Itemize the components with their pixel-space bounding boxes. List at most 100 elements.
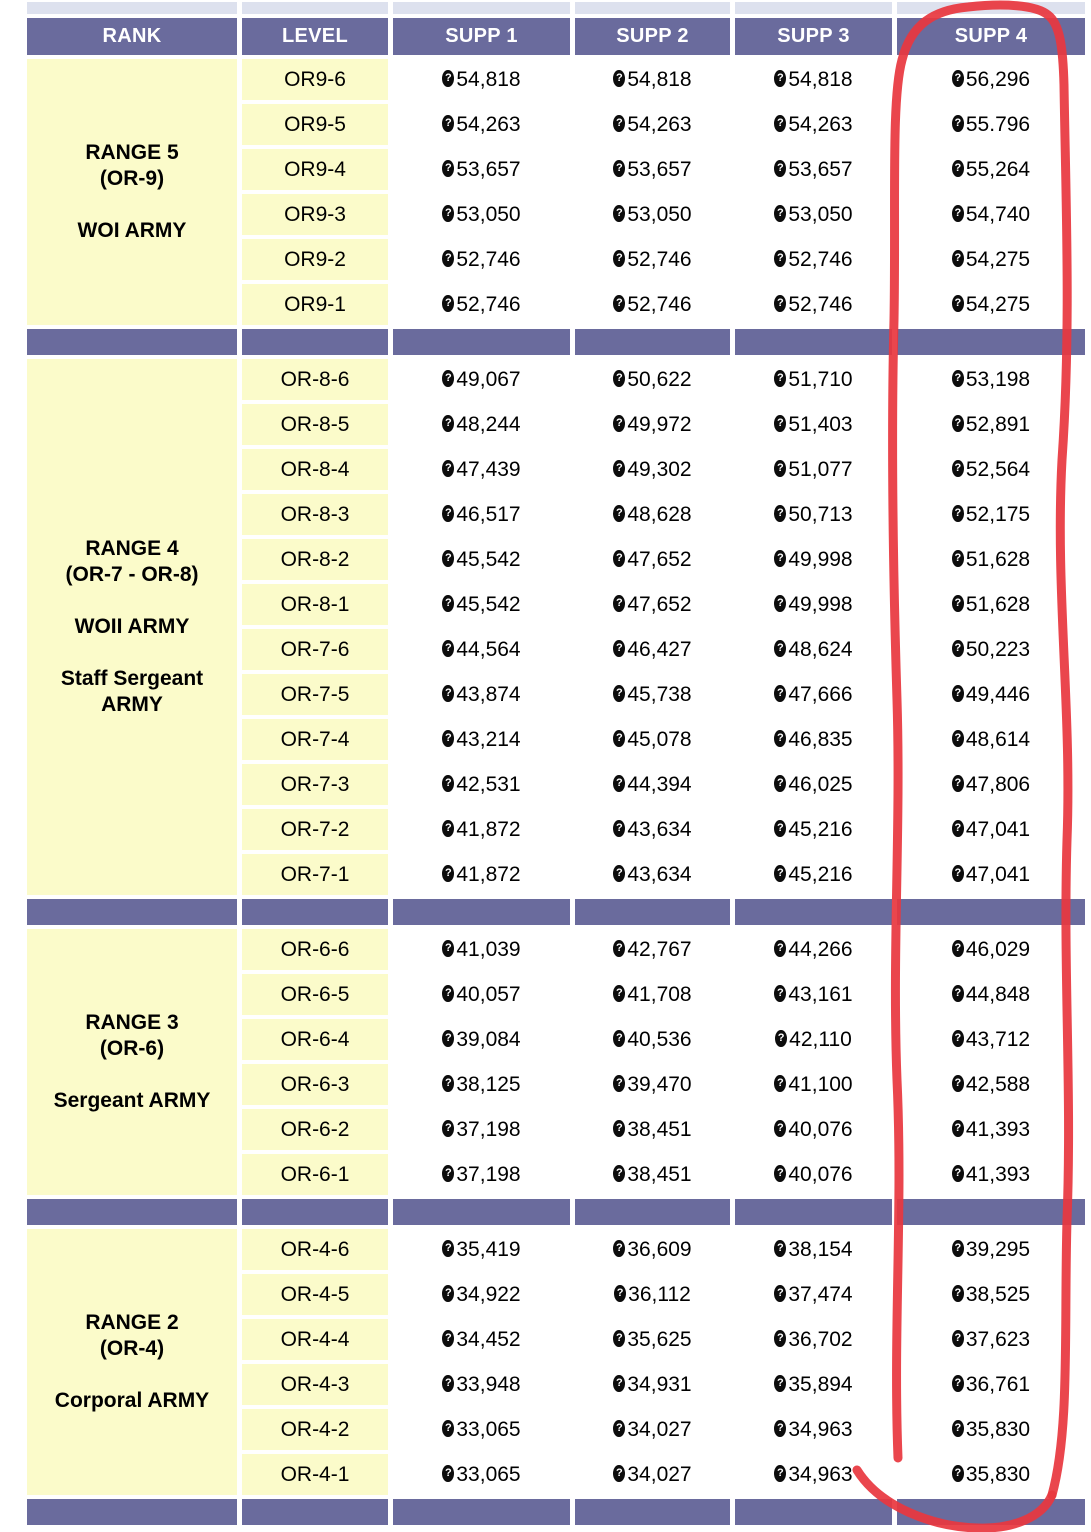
level-cell: OR-7-2 [242,809,388,850]
currency-glyph: ? [613,370,626,387]
amount-text: 41,039 [456,937,521,961]
supp1-cell: ? 54,818 [393,59,570,100]
currency-glyph: ? [442,775,455,792]
supp4-cell: ? 52,175 [897,494,1085,535]
amount-text: 47,439 [456,457,521,481]
separator-row-cell [897,899,1085,925]
currency-glyph: ? [442,1465,455,1482]
amount-text: 37,198 [456,1162,521,1186]
amount-text: 41,708 [627,982,692,1006]
currency-glyph: ? [951,640,964,657]
level-cell: OR-6-3 [242,1064,388,1105]
currency-glyph: ? [774,70,787,87]
amount-text: 50,223 [965,637,1031,661]
currency-glyph: ? [774,250,787,267]
supp3-cell: ? 47,666 [735,674,892,715]
supp2-cell: ? 47,652 [575,584,730,625]
level-cell: OR9-4 [242,149,388,190]
amount-text: 41,872 [456,817,521,841]
supp4-cell: ? 46,029 [897,929,1085,970]
currency-glyph: ? [613,985,626,1002]
supp1-cell: ? 54,263 [393,104,570,145]
amount-text: 51,710 [788,367,853,391]
amount-text: 43,214 [456,727,521,751]
level-cell: OR-4-3 [242,1364,388,1405]
level-cell: OR-4-1 [242,1454,388,1495]
currency-glyph: ? [442,1330,455,1347]
supp2-cell: ? 53,050 [575,194,730,235]
level-cell: OR-6-4 [242,1019,388,1060]
currency-glyph: ? [774,820,787,837]
level-cell: OR-4-5 [242,1274,388,1315]
supp1-cell: ? 41,039 [393,929,570,970]
separator-row-cell [897,1199,1085,1225]
level-cell: OR-4-2 [242,1409,388,1450]
supp1-cell: ? 52,746 [393,239,570,280]
amount-text: 52,891 [965,412,1031,436]
separator-row-cell [27,329,237,355]
amount-text: 53,657 [627,157,692,181]
amount-text: 47,041 [965,862,1031,886]
currency-glyph: ? [951,1240,964,1257]
amount-text: 52,746 [788,247,853,271]
separator-row-cell [735,329,892,355]
supp1-cell: ? 33,065 [393,1409,570,1450]
separator-row-cell [575,1499,730,1525]
amount-text: 49,972 [627,412,692,436]
supp2-cell: ? 52,746 [575,239,730,280]
amount-text: 46,029 [965,937,1031,961]
currency-glyph: ? [774,1420,787,1437]
level-cell: OR-7-3 [242,764,388,805]
amount-text: 34,922 [456,1282,521,1306]
supp3-cell: ? 43,161 [735,974,892,1015]
supp3-cell: ? 51,710 [735,359,892,400]
column-header-supp2: SUPP 2 [575,18,730,55]
amount-text: 52,746 [456,292,521,316]
supp2-cell: ? 54,263 [575,104,730,145]
currency-glyph: ? [442,640,455,657]
separator-row-cell [393,1199,570,1225]
supp4-cell: ? 43,712 [897,1019,1085,1060]
currency-glyph: ? [951,550,964,567]
supp3-cell: ? 51,403 [735,404,892,445]
currency-glyph: ? [774,1165,787,1182]
supp1-cell: ? 53,657 [393,149,570,190]
supp3-cell: ? 46,025 [735,764,892,805]
amount-text: 51,077 [788,457,853,481]
currency-glyph: ? [442,370,455,387]
currency-glyph: ? [442,1240,455,1257]
amount-text: 53,657 [456,157,521,181]
currency-glyph: ? [951,940,964,957]
amount-text: 42,110 [789,1027,852,1051]
amount-text: 52,564 [965,457,1031,481]
currency-glyph: ? [775,1030,788,1047]
currency-glyph: ? [442,940,455,957]
currency-glyph: ? [613,865,626,882]
level-cell: OR-8-5 [242,404,388,445]
separator-row-cell [393,329,570,355]
amount-text: 50,622 [627,367,692,391]
supp3-cell: ? 44,266 [735,929,892,970]
supp2-cell: ? 53,657 [575,149,730,190]
currency-glyph: ? [951,205,964,222]
separator-row-cell [242,329,388,355]
supp4-cell: ? 36,761 [897,1364,1085,1405]
currency-glyph: ? [951,415,964,432]
supp4-cell: ? 49,446 [897,674,1085,715]
currency-glyph: ? [774,730,787,747]
supp1-cell: ? 37,198 [393,1154,570,1195]
currency-glyph: ? [951,1375,964,1392]
supp1-cell: ? 41,872 [393,854,570,895]
currency-glyph: ? [613,940,626,957]
currency-glyph: ? [774,595,787,612]
separator-row-cell [897,329,1085,355]
supp2-cell: ? 46,427 [575,629,730,670]
supp2-cell: ? 39,470 [575,1064,730,1105]
supp1-cell: ? 46,517 [393,494,570,535]
supp3-cell: ? 52,746 [735,239,892,280]
amount-text: 45,216 [788,862,853,886]
currency-glyph: ? [613,1420,626,1437]
amount-text: 34,963 [788,1417,853,1441]
amount-text: 38,451 [627,1117,692,1141]
supp3-cell: ? 48,624 [735,629,892,670]
